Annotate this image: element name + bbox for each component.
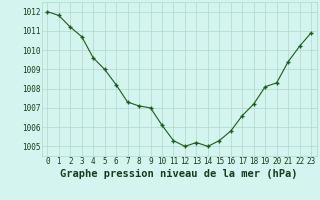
X-axis label: Graphe pression niveau de la mer (hPa): Graphe pression niveau de la mer (hPa) [60, 169, 298, 179]
